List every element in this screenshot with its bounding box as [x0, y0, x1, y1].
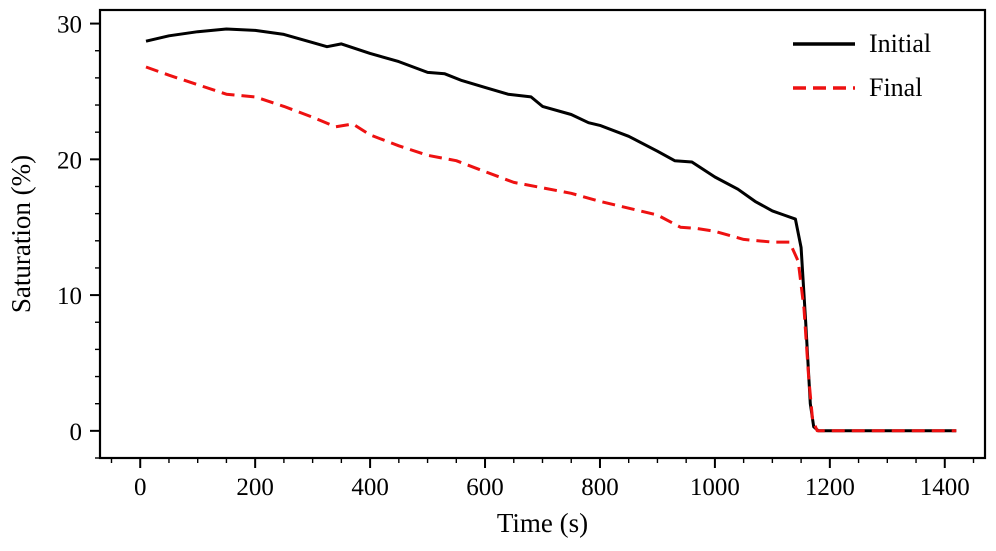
axes-frame	[98, 8, 987, 460]
x-tick-label: 1200	[805, 474, 855, 501]
x-tick-label: 1000	[690, 474, 740, 501]
y-axis-label: Saturation (%)	[6, 155, 36, 313]
x-tick-label: 0	[134, 474, 147, 501]
x-tick-label: 1400	[920, 474, 970, 501]
series-line-initial	[145, 27, 957, 433]
y-tick-label: 10	[57, 283, 82, 310]
legend-label-final: Final	[869, 73, 922, 102]
x-tick-label: 400	[351, 474, 389, 501]
y-tick-label: 0	[70, 419, 83, 446]
legend-label-initial: Initial	[869, 29, 931, 58]
series-line-final	[145, 65, 957, 433]
x-tick-label: 200	[236, 474, 274, 501]
x-axis-label: Time (s)	[497, 508, 588, 538]
x-tick-label: 800	[581, 474, 619, 501]
y-tick-label: 20	[57, 147, 82, 174]
x-tick-label: 600	[466, 474, 504, 501]
y-tick-label: 30	[57, 12, 82, 39]
